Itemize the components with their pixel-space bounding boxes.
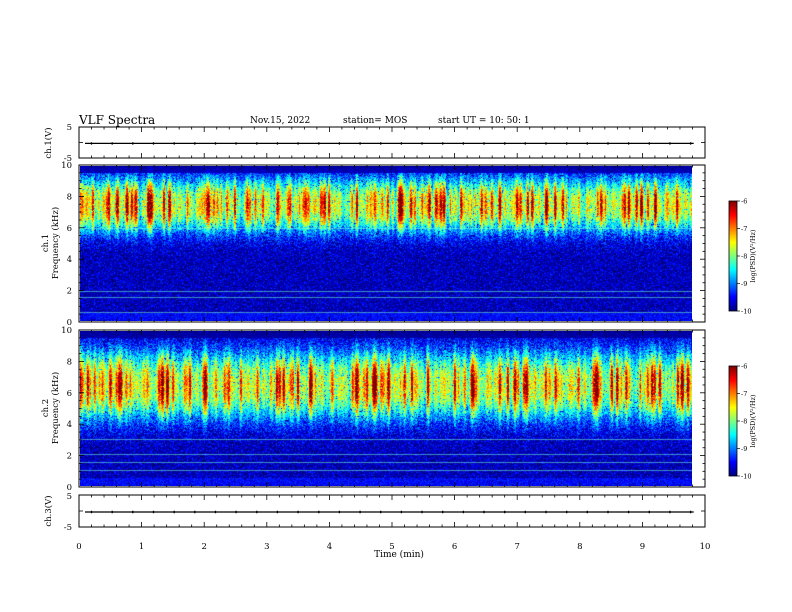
ch1-voltage-ylabel: ch.1(V): [43, 127, 54, 158]
x-tick-label-7: 7: [514, 542, 519, 552]
x-tick-label-1: 1: [139, 542, 144, 552]
date-label: Nov.15, 2022: [250, 116, 310, 126]
ch2-spectrogram-image-wrap: [80, 331, 692, 486]
ch1-spectrogram-panel: 10 8 6 4 2 0 ch.1 Frequency (kHz) -6 -7 -8 -9 -10…: [41, 161, 757, 328]
ch1-voltage-panel: 5 -5 ch.1(V): [43, 123, 706, 164]
ch1-colorbar-label: log(PSD)(V²/Hz): [749, 229, 757, 282]
x-tick-label-10: 10: [700, 542, 711, 552]
ch1-voltage-frame: [78, 126, 706, 159]
colorbar-tick-label--9: -9: [741, 445, 747, 453]
x-axis-label: Time (min): [374, 549, 424, 560]
freq-tick-label-8: 8: [67, 357, 72, 367]
x-tick-label-3: 3: [264, 542, 269, 552]
freq-tick-label-8: 8: [67, 192, 72, 202]
freq-tick-label-0: 0: [67, 483, 72, 493]
ch2-spectrogram-yticks: 10 8 6 4 2 0: [61, 326, 705, 493]
header: VLF Spectra Nov.15, 2022 station= MOS st…: [78, 113, 530, 127]
x-tick-label-2: 2: [201, 542, 206, 552]
x-axis: 0 1 2 3 4 5 6 7 8 9 10: [76, 127, 710, 552]
ch2-spectrogram-panel: 10 8 6 4 2 0 ch.2 Frequency (kHz) -6 -7 -8 -9 -10…: [41, 326, 757, 493]
ch1-spectrogram-image-wrap: [80, 166, 692, 321]
freq-tick-label-6: 6: [67, 224, 72, 234]
ch1-frequency-ylabel: Frequency (kHz): [50, 207, 61, 279]
x-tick-label-4: 4: [327, 542, 332, 552]
ch2-spectrogram-ylabel: ch.2: [41, 399, 51, 417]
figure-title: VLF Spectra: [78, 113, 155, 127]
ch1-colorbar-wrap: [729, 201, 737, 311]
colorbar-tick-label--7: -7: [741, 390, 747, 398]
freq-tick-label-2: 2: [67, 287, 72, 297]
ch3-voltage-trace: [85, 510, 694, 514]
colorbar-tick-label--10: -10: [741, 473, 751, 481]
freq-tick-label-10: 10: [61, 161, 72, 171]
x-tick-label-9: 9: [640, 542, 645, 552]
ch2-colorbar: [729, 366, 737, 476]
ch2-colorbar-wrap: [729, 366, 737, 476]
ch2-colorbar-ticks: -6 -7 -8 -9 -10: [737, 363, 751, 481]
ch1-colorbar: [729, 201, 737, 311]
ch2-colorbar-label: log(PSD)(V²/Hz): [749, 394, 757, 447]
ch3-voltage-ytick-top: 5: [67, 492, 72, 502]
ch3-voltage-panel: 5 -5 ch.3(V): [43, 492, 706, 533]
freq-tick-label-10: 10: [61, 326, 72, 336]
ch1-spectrogram-yticks: 10 8 6 4 2 0: [61, 161, 705, 328]
ch1-voltage-ytick-top: 5: [67, 123, 72, 133]
colorbar-tick-label--8: -8: [741, 418, 747, 426]
freq-tick-label-6: 6: [67, 389, 72, 399]
freq-tick-label-4: 4: [67, 420, 72, 430]
freq-tick-label-2: 2: [67, 452, 72, 462]
start-time-label: start UT = 10: 50: 1: [438, 116, 530, 126]
ch2-spectrogram-image: [80, 331, 692, 486]
ch3-voltage-ytick-bottom: -5: [64, 523, 72, 533]
ch3-voltage-ylabel: ch.3(V): [43, 495, 54, 526]
colorbar-tick-label--6: -6: [741, 363, 747, 371]
ch1-voltage-ytick-bottom: -5: [64, 154, 72, 164]
ch1-voltage-trace: [85, 142, 694, 145]
ch3-voltage-frame: [78, 494, 706, 528]
colorbar-tick-label--6: -6: [741, 198, 747, 206]
ch1-spectrogram-image: [80, 166, 692, 321]
colorbar-tick-label--10: -10: [741, 308, 751, 316]
ch1-spectrogram-ylabel: ch.1: [41, 234, 51, 252]
colorbar-tick-label--7: -7: [741, 225, 747, 233]
x-tick-label-8: 8: [577, 542, 582, 552]
freq-tick-label-0: 0: [67, 318, 72, 328]
x-tick-label-6: 6: [452, 542, 457, 552]
colorbar-tick-label--8: -8: [741, 253, 747, 261]
x-tick-label-5: 5: [389, 542, 394, 552]
ch1-colorbar-ticks: -6 -7 -8 -9 -10: [737, 198, 751, 316]
station-label: station= MOS: [343, 116, 407, 126]
freq-tick-label-4: 4: [67, 255, 72, 265]
ch2-frequency-ylabel: Frequency (kHz): [50, 372, 61, 444]
colorbar-tick-label--9: -9: [741, 280, 747, 288]
x-tick-label-0: 0: [76, 542, 81, 552]
